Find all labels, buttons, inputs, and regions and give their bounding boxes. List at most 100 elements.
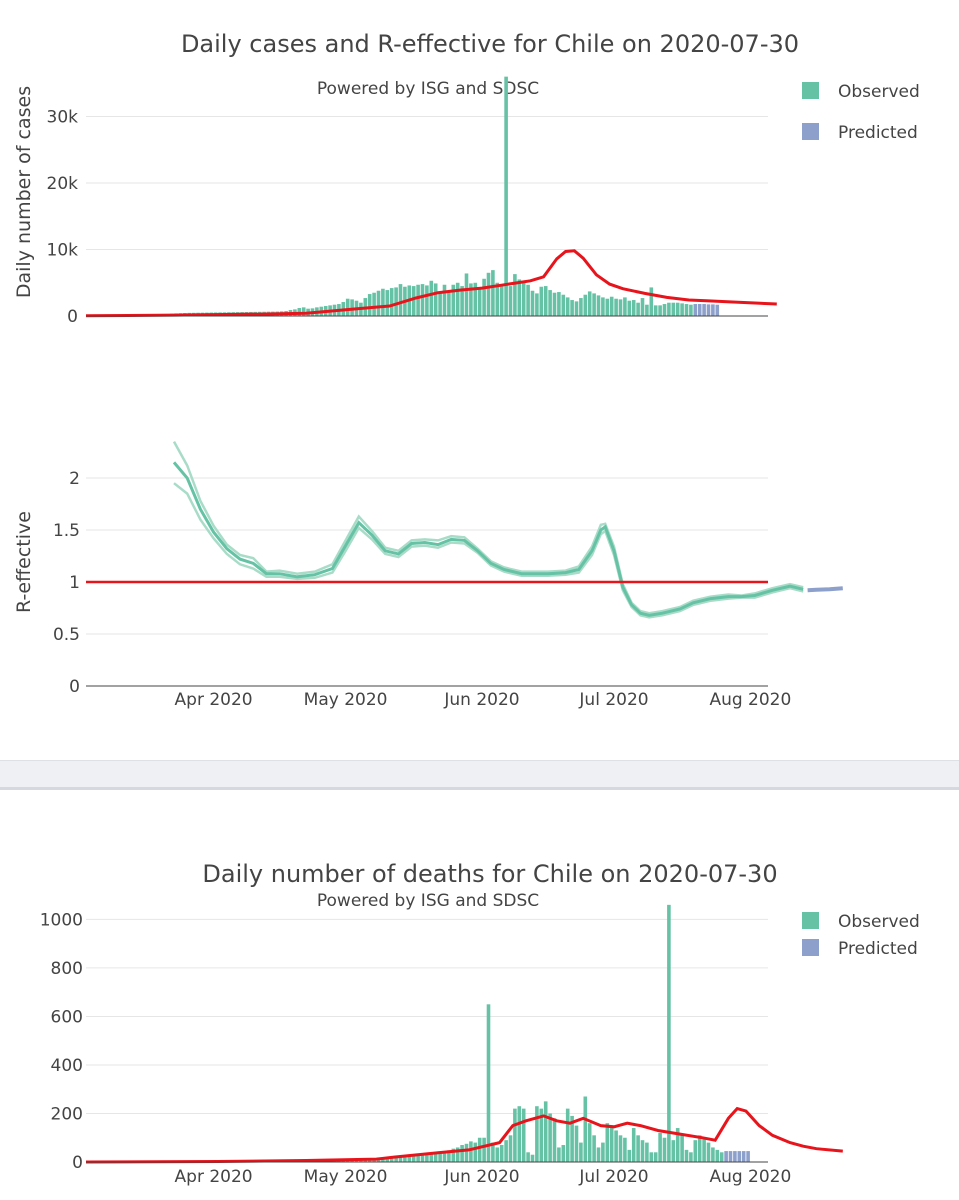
- r-lower-bound-line: [173, 482, 804, 619]
- legend-observed-swatch[interactable]: [802, 912, 819, 929]
- cases-y-ticks: 0 10k 20k 30k: [47, 108, 79, 327]
- cases-bar: [504, 76, 508, 316]
- deaths-bar: [491, 1142, 495, 1162]
- r-x-tick-label: Jul 2020: [578, 690, 648, 710]
- cases-bar: [429, 280, 434, 316]
- deaths-bar: [653, 1152, 658, 1162]
- deaths-bar: [455, 1147, 460, 1162]
- cases-bar: [649, 287, 654, 316]
- cases-bar: [442, 284, 447, 316]
- r-predicted-line: [807, 586, 843, 593]
- cases-legend: Observed Predicted: [802, 82, 920, 143]
- deaths-y-tick-label: 800: [51, 959, 83, 979]
- deaths-bar: [697, 1135, 702, 1162]
- deaths-bar: [675, 1128, 680, 1162]
- deaths-predicted-bar: [724, 1151, 728, 1162]
- cases-bar: [530, 290, 535, 316]
- deaths-bar: [420, 1153, 425, 1162]
- deaths-bar: [627, 1149, 632, 1162]
- deaths-bar: [535, 1106, 539, 1162]
- cases-bar: [517, 279, 522, 316]
- deaths-bar: [389, 1158, 394, 1162]
- deaths-bar: [719, 1152, 724, 1162]
- deaths-bar: [513, 1108, 517, 1162]
- cases-bar: [627, 300, 632, 316]
- cases-bar: [689, 304, 693, 316]
- deaths-bar: [693, 1140, 698, 1162]
- cases-bar: [345, 298, 350, 316]
- deaths-bar: [486, 1004, 491, 1162]
- legend-predicted-label[interactable]: Predicted: [838, 939, 918, 959]
- cases-bar: [565, 297, 570, 316]
- deaths-y-tick-label: 400: [51, 1056, 83, 1076]
- deaths-bar: [614, 1130, 618, 1162]
- deaths-y-tick-label: 600: [51, 1007, 83, 1027]
- legend-observed-label[interactable]: Observed: [838, 82, 920, 102]
- cases-bar: [592, 293, 596, 316]
- cases-bar: [416, 284, 420, 316]
- cases-bar: [389, 288, 394, 316]
- deaths-legend: Observed Predicted: [802, 912, 920, 959]
- cases-bar: [398, 284, 403, 316]
- deaths-bar: [587, 1123, 592, 1162]
- cases-bar: [667, 302, 671, 316]
- cases-y-axis-label: Daily number of cases: [13, 86, 35, 298]
- legend-predicted-label[interactable]: Predicted: [838, 123, 918, 143]
- legend-predicted-swatch[interactable]: [802, 939, 819, 956]
- deaths-bar: [684, 1149, 689, 1162]
- deaths-bar: [715, 1149, 720, 1162]
- chart-title: Daily cases and R-effective for Chile on…: [181, 30, 799, 58]
- cases-bar: [486, 272, 491, 316]
- cases-bar: [491, 270, 495, 316]
- cases-bar: [513, 274, 517, 316]
- cases-bar: [609, 296, 614, 316]
- deaths-bar: [469, 1141, 473, 1162]
- deaths-bar: [636, 1135, 640, 1162]
- deaths-bar: [460, 1145, 464, 1162]
- r-y-tick-label: 0.5: [53, 625, 80, 645]
- cases-bar: [381, 288, 385, 316]
- deaths-bar: [403, 1155, 407, 1162]
- cases-y-tick-label: 20k: [47, 174, 79, 194]
- deaths-bar: [640, 1140, 645, 1162]
- deaths-bar: [438, 1151, 442, 1162]
- cases-bar: [574, 301, 579, 316]
- cases-predicted-bar: [715, 304, 720, 316]
- cases-bar: [460, 286, 464, 316]
- cases-bar: [469, 283, 473, 316]
- deaths-y-tick-label: 1000: [40, 910, 83, 930]
- deaths-bar: [521, 1108, 526, 1162]
- deaths-bar: [623, 1137, 627, 1162]
- deaths-predicted-bar: [746, 1151, 750, 1162]
- deaths-bar: [570, 1115, 574, 1162]
- deaths-x-tick-label: Aug 2020: [709, 1167, 791, 1187]
- deaths-bar: [596, 1147, 601, 1162]
- deaths-x-tick-label: Jun 2020: [443, 1167, 519, 1187]
- r-y-tick-label: 1: [69, 573, 80, 593]
- deaths-predicted-bars: [724, 1151, 750, 1162]
- legend-predicted-swatch[interactable]: [802, 123, 819, 140]
- cases-bar: [350, 299, 354, 316]
- cases-bar: [372, 292, 376, 316]
- deaths-bar: [557, 1147, 561, 1162]
- cases-bar: [645, 304, 649, 316]
- legend-observed-swatch[interactable]: [802, 82, 819, 99]
- cases-bar: [451, 284, 456, 316]
- deaths-bar: [671, 1140, 676, 1162]
- r-x-tick-label: May 2020: [304, 690, 388, 710]
- cases-predicted-bar: [697, 304, 702, 316]
- cases-bar: [548, 290, 552, 316]
- cases-bar: [411, 286, 416, 316]
- deaths-chart: Daily number of deaths for Chile on 2020…: [40, 860, 920, 1187]
- cases-bar: [477, 288, 482, 316]
- cases-bar: [301, 307, 306, 316]
- cases-bar: [658, 305, 662, 316]
- deaths-bar: [552, 1118, 557, 1162]
- cases-bar: [596, 295, 601, 316]
- cases-y-tick-label: 0: [67, 307, 78, 327]
- deaths-y-ticks: 0 200 400 600 800 1000: [40, 910, 83, 1173]
- legend-observed-label[interactable]: Observed: [838, 912, 920, 932]
- deaths-bar: [376, 1158, 381, 1162]
- deaths-bar: [658, 1132, 662, 1162]
- cases-bar: [587, 291, 592, 316]
